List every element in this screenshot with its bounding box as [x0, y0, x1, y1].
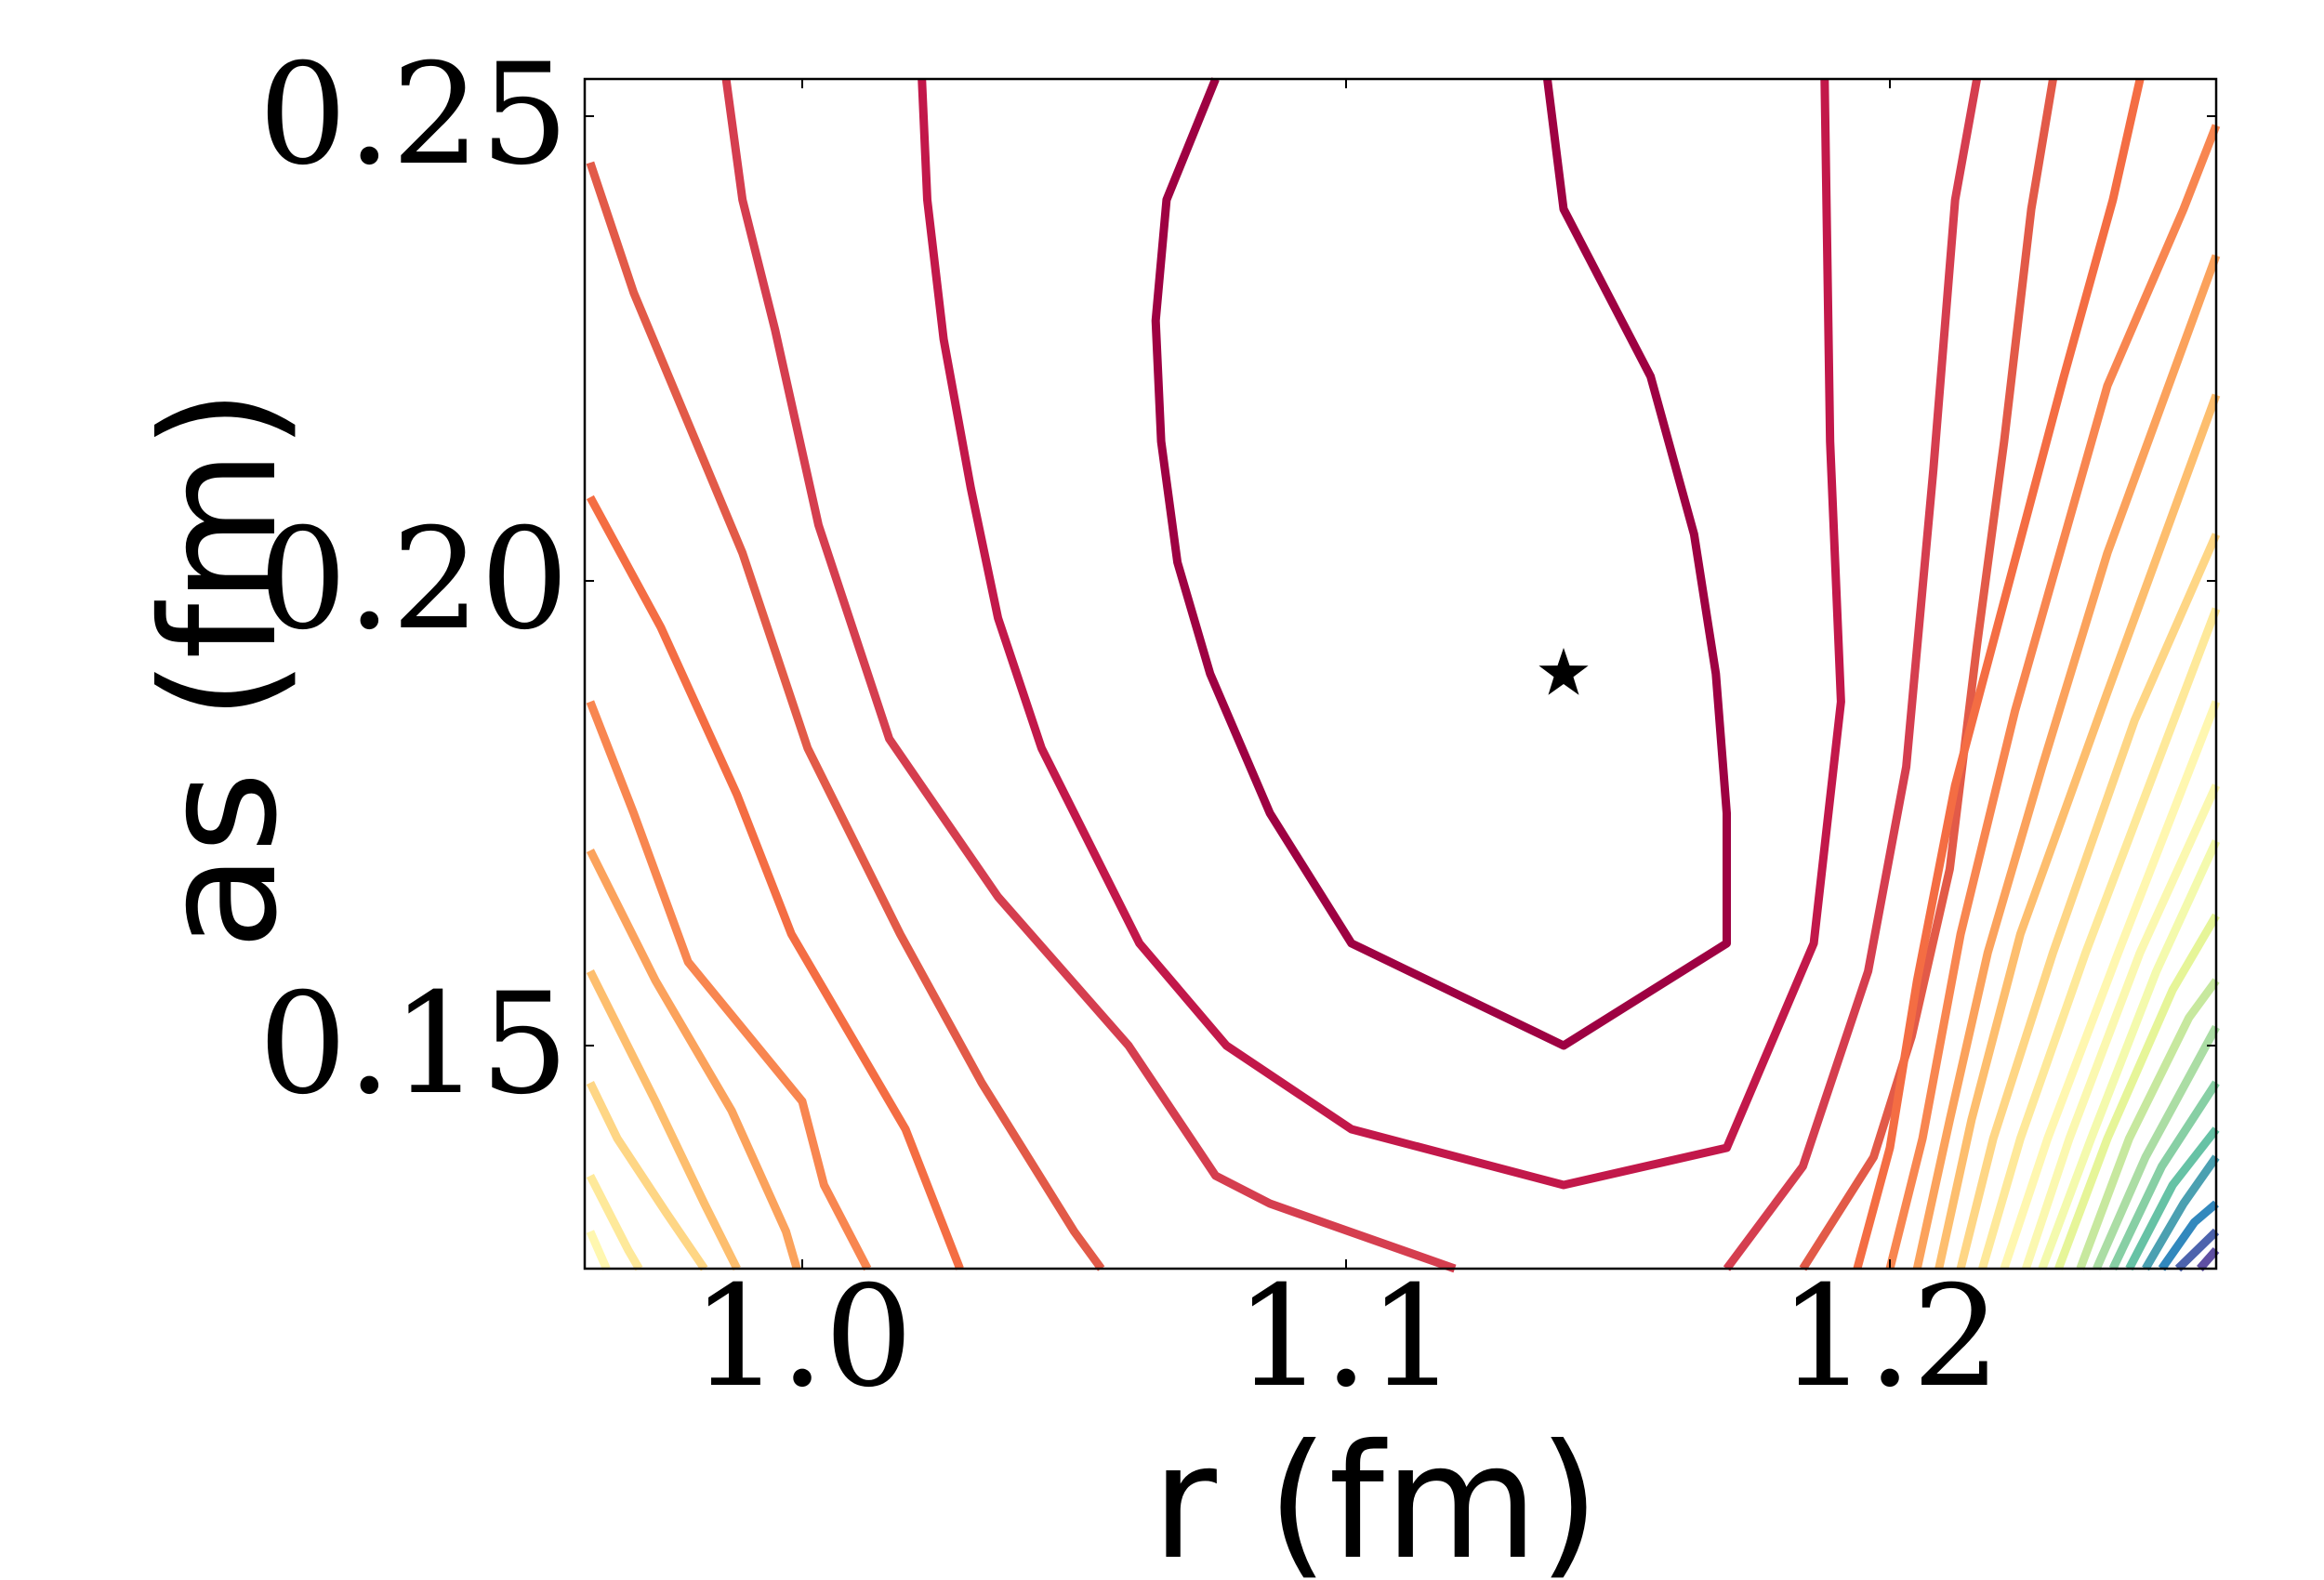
- x-tick-label: 1.1: [1235, 1257, 1458, 1418]
- y-tick-label: 0.25: [258, 34, 569, 196]
- contour-line: [1912, 254, 2221, 1270]
- plot-frame: [583, 77, 2218, 1271]
- y-tick-label: 0.20: [258, 499, 569, 661]
- contour-line: [2000, 700, 2221, 1271]
- minimum-marker: [1538, 648, 1589, 695]
- contour-line: [1885, 124, 2221, 1271]
- star-marker: [1538, 648, 1589, 695]
- contour-line: [1723, 78, 1982, 1271]
- contour-line: [2125, 1126, 2220, 1271]
- contour-line: [586, 161, 1105, 1271]
- contour-line: [586, 1230, 611, 1271]
- contour-line: [2093, 1024, 2220, 1271]
- contour-line: [1978, 607, 2221, 1271]
- contour-line: [2197, 1247, 2220, 1271]
- contour-line: [2174, 1228, 2220, 1272]
- contour-line: [586, 968, 741, 1271]
- contour-line: [1956, 533, 2221, 1271]
- contour-line: [586, 1173, 643, 1271]
- contour-line: [1853, 78, 2145, 1271]
- contour-line: [2054, 913, 2220, 1271]
- x-axis-label: r (fm): [1152, 1411, 1600, 1580]
- contour-line: [2022, 783, 2221, 1271]
- contour-line: [1151, 77, 1731, 1050]
- contour-line: [918, 78, 1845, 1190]
- x-tick-label: 1.0: [692, 1257, 914, 1418]
- contour-line: [2076, 978, 2220, 1271]
- x-tick-label: 1.2: [1779, 1257, 2001, 1418]
- contour-line: [586, 1081, 708, 1271]
- contour-lines: [586, 77, 2221, 1273]
- contour-line: [2142, 1154, 2220, 1271]
- axis-ticks: 1.0 1.1 1.2 0.15 0.20 0.25: [258, 34, 2216, 1418]
- contour-line: [586, 848, 801, 1271]
- contour-line: [2038, 839, 2221, 1271]
- contour-line: [2108, 1080, 2220, 1271]
- contour-line: [586, 494, 964, 1271]
- contour-line: [1934, 393, 2221, 1270]
- contour-line: [721, 78, 1457, 1273]
- contour-line: [586, 700, 872, 1271]
- contour-line: [2158, 1200, 2219, 1271]
- y-axis-label: as (fm): [128, 388, 312, 951]
- y-tick-label: 0.15: [258, 964, 569, 1126]
